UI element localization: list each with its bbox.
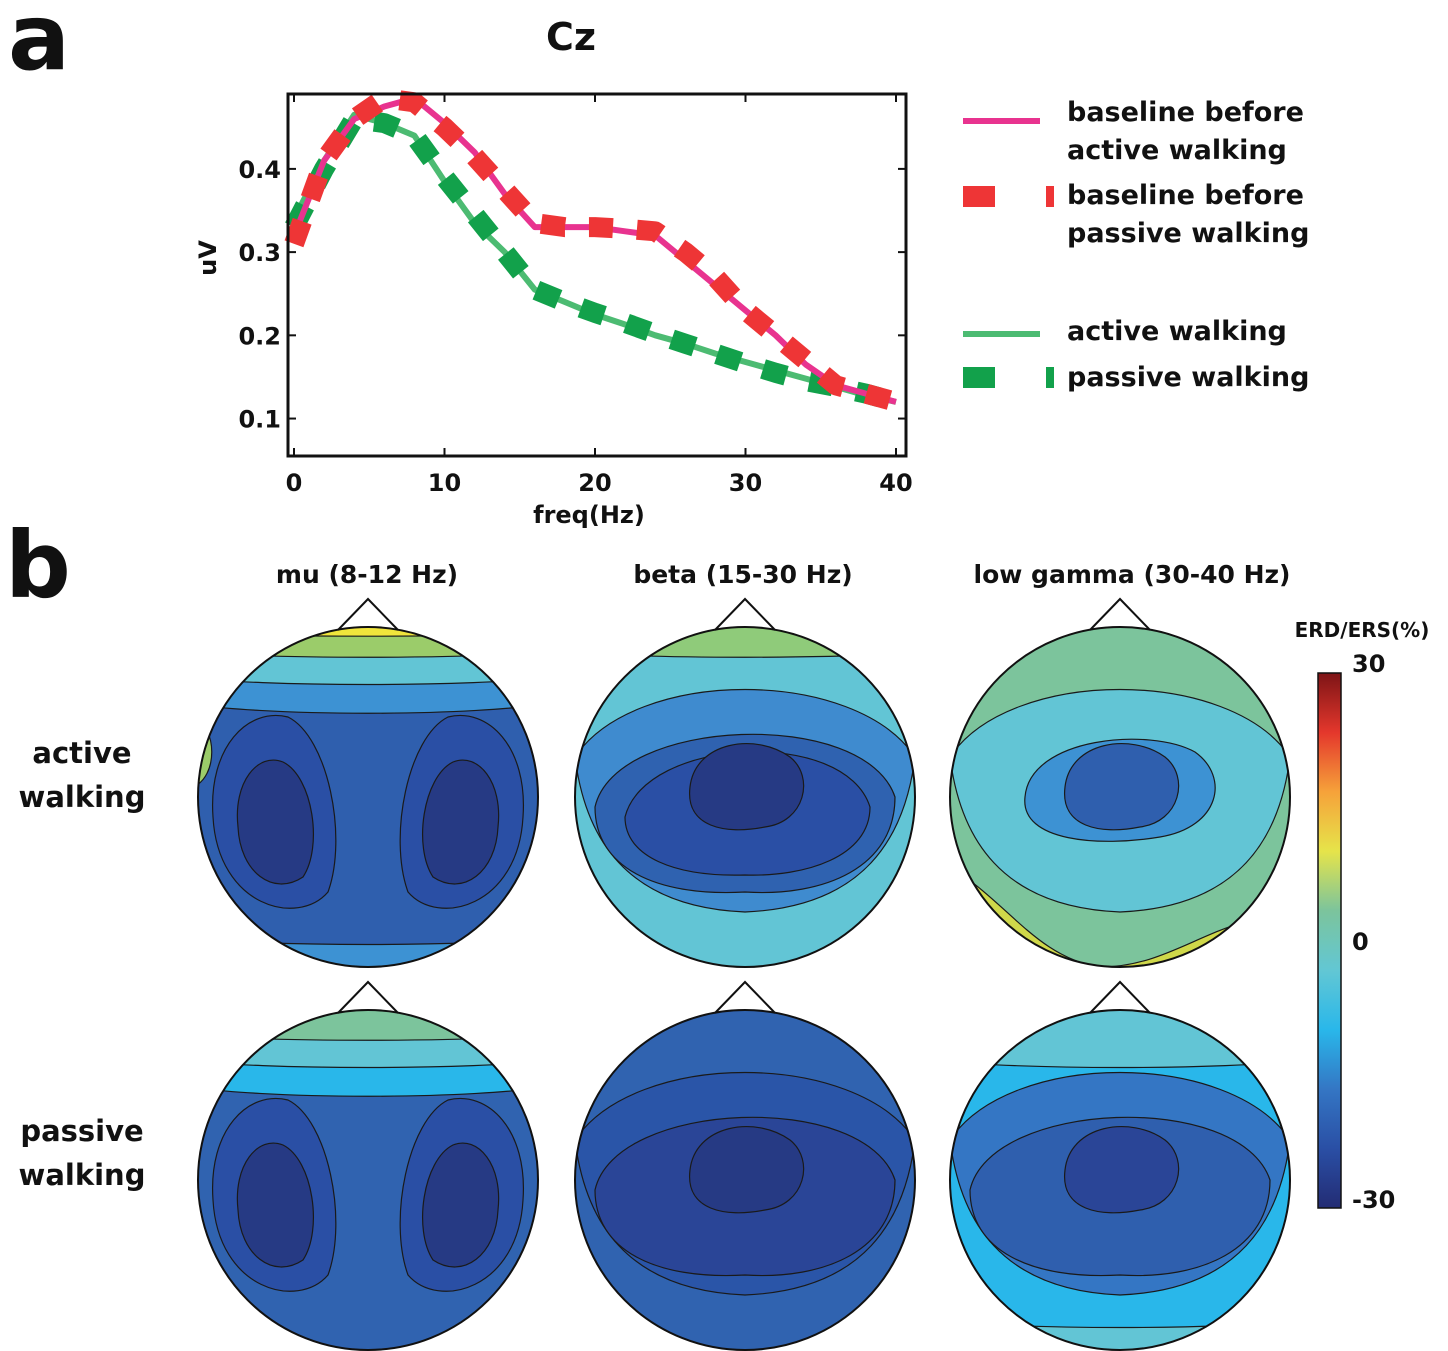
colorbar-tick: -30 [1352, 1186, 1395, 1214]
nose-marker [337, 597, 399, 631]
nose-marker [337, 980, 399, 1014]
head-outline [574, 1009, 916, 1351]
topomap-fill [950, 1010, 1290, 1350]
row-label: passive [20, 1114, 143, 1148]
topomap-fill [950, 627, 1290, 967]
y-tick-label: 0.1 [238, 406, 281, 434]
topomap-fill [198, 1010, 538, 1350]
panel-label-a: a [8, 0, 71, 91]
topomap-fill [198, 627, 538, 967]
head-outline [197, 1009, 539, 1351]
nose-marker [1089, 597, 1151, 631]
contour-region [1064, 743, 1180, 831]
row-label: active [32, 736, 131, 770]
topomaps [197, 597, 1291, 1351]
contour-region [950, 1010, 1290, 1069]
colorbar-tick: 0 [1352, 928, 1369, 956]
x-tick-label: 0 [286, 469, 303, 497]
panel-label-b: b [5, 512, 71, 619]
legend: baseline before active walking baseline … [963, 97, 1309, 393]
chart-title: Cz [546, 15, 596, 59]
series-line-passive-walking [285, 109, 899, 412]
y-axis-label: uV [194, 240, 222, 276]
nose-marker [714, 597, 776, 631]
contour-region [689, 743, 805, 831]
contour-region [198, 936, 538, 967]
head-outline [574, 626, 916, 968]
topomap-active-walking-beta [574, 597, 916, 968]
y-tick-label: 0.3 [238, 239, 281, 267]
row-label: walking [19, 1158, 146, 1192]
legend-label: passive walking [1067, 362, 1309, 393]
contour-region [236, 759, 314, 885]
legend-swatch-passive [963, 367, 995, 388]
colorbar: ERD/ERS(%) 30 0 -30 [1295, 618, 1430, 1214]
legend-swatch-baseline-passive [963, 186, 995, 207]
legend-label: passive walking [1067, 218, 1309, 249]
x-tick-label: 10 [428, 469, 461, 497]
legend-swatch-passive-dash [1046, 367, 1054, 388]
band-title: beta (15-30 Hz) [633, 560, 852, 589]
y-tick-label: 0.2 [238, 322, 281, 350]
topomap-fill [575, 627, 915, 967]
nose-marker [714, 980, 776, 1014]
plot-frame [286, 92, 908, 458]
contour-region [236, 1142, 314, 1268]
contour-region [198, 1010, 538, 1041]
contour-region [422, 759, 500, 885]
contour-region [689, 1126, 805, 1214]
x-tick-label: 20 [578, 469, 611, 497]
x-ticks: 0 10 20 30 40 [286, 94, 913, 497]
x-tick-label: 30 [729, 469, 762, 497]
head-outline [949, 1009, 1291, 1351]
series-line-baseline-before-passive-walking [284, 88, 899, 412]
topomap-passive-walking-low [949, 980, 1291, 1351]
legend-label: baseline before [1067, 97, 1304, 128]
topomap-fill [575, 1010, 915, 1350]
head-outline [949, 626, 1291, 968]
y-tick-label: 0.4 [238, 156, 281, 184]
line-chart: Cz 0 10 20 30 40 0.1 0.2 0.3 0.4 freq(Hz) uV ba… [194, 15, 1309, 529]
colorbar-tick: 30 [1352, 650, 1385, 678]
contour-region [1064, 1126, 1180, 1214]
x-tick-label: 40 [879, 469, 912, 497]
legend-label: active walking [1067, 316, 1287, 347]
topomap-active-walking-mu [197, 597, 539, 968]
plot-marks [284, 88, 899, 412]
legend-swatch-baseline-passive-dash [1046, 186, 1054, 207]
colorbar-scale [1317, 672, 1342, 1209]
topomap-active-walking-low [949, 597, 1291, 968]
row-label: walking [19, 780, 146, 814]
band-title: low gamma (30-40 Hz) [974, 560, 1291, 589]
contour-region [198, 627, 538, 637]
topomap-passive-walking-beta [574, 980, 916, 1351]
head-outline [197, 626, 539, 968]
legend-label: baseline before [1067, 180, 1304, 211]
contour-region [575, 627, 915, 658]
topomap-passive-walking-mu [197, 980, 539, 1351]
nose-marker [1089, 980, 1151, 1014]
y-ticks: 0.1 0.2 0.3 0.4 [238, 156, 906, 434]
band-title: mu (8-12 Hz) [276, 560, 458, 589]
series-line-active-walking [291, 111, 897, 405]
legend-label: active walking [1067, 135, 1287, 166]
colorbar-label: ERD/ERS(%) [1295, 618, 1430, 642]
contour-region [422, 1142, 500, 1268]
x-axis-label: freq(Hz) [533, 501, 645, 529]
